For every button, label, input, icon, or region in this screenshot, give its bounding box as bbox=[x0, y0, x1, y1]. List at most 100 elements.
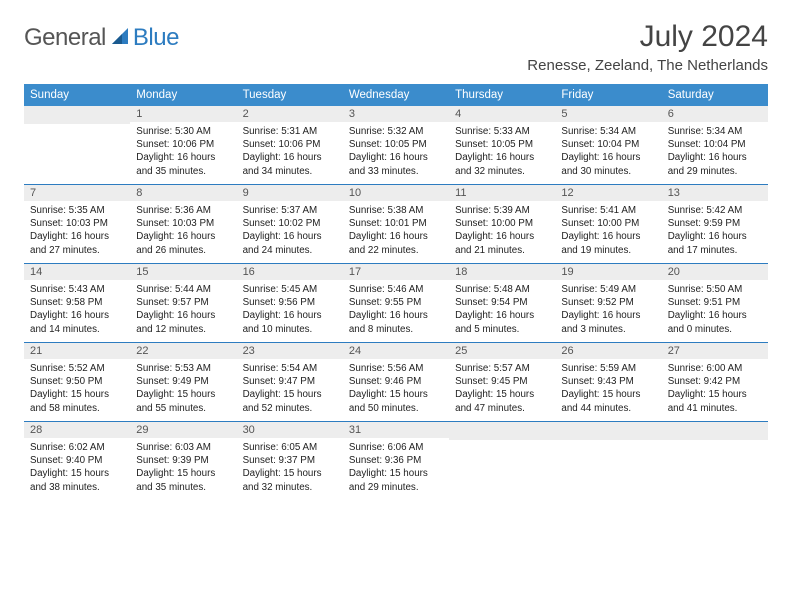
calendar-cell: 5Sunrise: 5:34 AMSunset: 10:04 PMDayligh… bbox=[555, 106, 661, 184]
calendar-cell bbox=[24, 106, 130, 184]
sunrise-text: Sunrise: 5:46 AM bbox=[349, 283, 443, 296]
sunset-text: Sunset: 9:57 PM bbox=[136, 296, 230, 309]
sunset-text: Sunset: 9:36 PM bbox=[349, 454, 443, 467]
sunrise-text: Sunrise: 5:37 AM bbox=[243, 204, 337, 217]
calendar-week: 28Sunrise: 6:02 AMSunset: 9:40 PMDayligh… bbox=[24, 422, 768, 500]
sunset-text: Sunset: 9:46 PM bbox=[349, 375, 443, 388]
day-number: 21 bbox=[24, 343, 130, 359]
day-details: Sunrise: 5:46 AMSunset: 9:55 PMDaylight:… bbox=[343, 280, 449, 341]
day-number: 28 bbox=[24, 422, 130, 438]
calendar-cell: 30Sunrise: 6:05 AMSunset: 9:37 PMDayligh… bbox=[237, 422, 343, 500]
logo-sail-icon bbox=[110, 26, 130, 51]
calendar-week: 1Sunrise: 5:30 AMSunset: 10:06 PMDayligh… bbox=[24, 106, 768, 185]
day-details: Sunrise: 5:31 AMSunset: 10:06 PMDaylight… bbox=[237, 122, 343, 183]
day-header-tue: Tuesday bbox=[237, 84, 343, 106]
sunrise-text: Sunrise: 5:42 AM bbox=[668, 204, 762, 217]
daylight-text: Daylight: 16 hours and 8 minutes. bbox=[349, 309, 443, 335]
sunset-text: Sunset: 10:03 PM bbox=[136, 217, 230, 230]
day-details: Sunrise: 5:45 AMSunset: 9:56 PMDaylight:… bbox=[237, 280, 343, 341]
calendar-cell: 18Sunrise: 5:48 AMSunset: 9:54 PMDayligh… bbox=[449, 264, 555, 342]
title-block: July 2024 Renesse, Zeeland, The Netherla… bbox=[527, 20, 768, 74]
daylight-text: Daylight: 15 hours and 58 minutes. bbox=[30, 388, 124, 414]
sunrise-text: Sunrise: 6:05 AM bbox=[243, 441, 337, 454]
calendar-cell: 15Sunrise: 5:44 AMSunset: 9:57 PMDayligh… bbox=[130, 264, 236, 342]
day-number: 11 bbox=[449, 185, 555, 201]
day-number: 24 bbox=[343, 343, 449, 359]
day-details: Sunrise: 5:33 AMSunset: 10:05 PMDaylight… bbox=[449, 122, 555, 183]
daylight-text: Daylight: 16 hours and 3 minutes. bbox=[561, 309, 655, 335]
calendar-cell: 25Sunrise: 5:57 AMSunset: 9:45 PMDayligh… bbox=[449, 343, 555, 421]
day-details: Sunrise: 6:06 AMSunset: 9:36 PMDaylight:… bbox=[343, 438, 449, 499]
calendar-cell: 7Sunrise: 5:35 AMSunset: 10:03 PMDayligh… bbox=[24, 185, 130, 263]
day-number: 22 bbox=[130, 343, 236, 359]
day-details: Sunrise: 5:57 AMSunset: 9:45 PMDaylight:… bbox=[449, 359, 555, 420]
sunset-text: Sunset: 10:00 PM bbox=[561, 217, 655, 230]
sunset-text: Sunset: 9:47 PM bbox=[243, 375, 337, 388]
calendar-cell bbox=[449, 422, 555, 500]
sunset-text: Sunset: 9:58 PM bbox=[30, 296, 124, 309]
daylight-text: Daylight: 16 hours and 26 minutes. bbox=[136, 230, 230, 256]
calendar-cell: 23Sunrise: 5:54 AMSunset: 9:47 PMDayligh… bbox=[237, 343, 343, 421]
calendar-cell bbox=[555, 422, 661, 500]
sunrise-text: Sunrise: 5:33 AM bbox=[455, 125, 549, 138]
daylight-text: Daylight: 16 hours and 17 minutes. bbox=[668, 230, 762, 256]
day-details: Sunrise: 6:02 AMSunset: 9:40 PMDaylight:… bbox=[24, 438, 130, 499]
day-number: 2 bbox=[237, 106, 343, 122]
sunrise-text: Sunrise: 5:57 AM bbox=[455, 362, 549, 375]
sunset-text: Sunset: 10:02 PM bbox=[243, 217, 337, 230]
sunset-text: Sunset: 9:55 PM bbox=[349, 296, 443, 309]
day-details: Sunrise: 5:49 AMSunset: 9:52 PMDaylight:… bbox=[555, 280, 661, 341]
day-header-sat: Saturday bbox=[662, 84, 768, 106]
sunset-text: Sunset: 9:43 PM bbox=[561, 375, 655, 388]
day-details: Sunrise: 5:44 AMSunset: 9:57 PMDaylight:… bbox=[130, 280, 236, 341]
logo-text-general: General bbox=[24, 24, 106, 52]
day-number: 29 bbox=[130, 422, 236, 438]
sunset-text: Sunset: 9:56 PM bbox=[243, 296, 337, 309]
sunrise-text: Sunrise: 5:39 AM bbox=[455, 204, 549, 217]
calendar-cell: 8Sunrise: 5:36 AMSunset: 10:03 PMDayligh… bbox=[130, 185, 236, 263]
logo-text-blue: Blue bbox=[133, 24, 179, 52]
calendar-cell: 17Sunrise: 5:46 AMSunset: 9:55 PMDayligh… bbox=[343, 264, 449, 342]
calendar-week: 7Sunrise: 5:35 AMSunset: 10:03 PMDayligh… bbox=[24, 185, 768, 264]
sunset-text: Sunset: 10:06 PM bbox=[243, 138, 337, 151]
day-number bbox=[662, 422, 768, 440]
sunset-text: Sunset: 10:05 PM bbox=[455, 138, 549, 151]
sunset-text: Sunset: 9:40 PM bbox=[30, 454, 124, 467]
calendar-cell: 10Sunrise: 5:38 AMSunset: 10:01 PMDaylig… bbox=[343, 185, 449, 263]
sunrise-text: Sunrise: 5:35 AM bbox=[30, 204, 124, 217]
daylight-text: Daylight: 15 hours and 35 minutes. bbox=[136, 467, 230, 493]
calendar-cell: 26Sunrise: 5:59 AMSunset: 9:43 PMDayligh… bbox=[555, 343, 661, 421]
header: General Blue July 2024 Renesse, Zeeland,… bbox=[24, 20, 768, 74]
sunrise-text: Sunrise: 5:38 AM bbox=[349, 204, 443, 217]
calendar-cell bbox=[662, 422, 768, 500]
daylight-text: Daylight: 15 hours and 32 minutes. bbox=[243, 467, 337, 493]
day-details: Sunrise: 5:53 AMSunset: 9:49 PMDaylight:… bbox=[130, 359, 236, 420]
day-number: 26 bbox=[555, 343, 661, 359]
sunset-text: Sunset: 10:01 PM bbox=[349, 217, 443, 230]
calendar-cell: 29Sunrise: 6:03 AMSunset: 9:39 PMDayligh… bbox=[130, 422, 236, 500]
day-number: 3 bbox=[343, 106, 449, 122]
calendar-cell: 13Sunrise: 5:42 AMSunset: 9:59 PMDayligh… bbox=[662, 185, 768, 263]
calendar-cell: 27Sunrise: 6:00 AMSunset: 9:42 PMDayligh… bbox=[662, 343, 768, 421]
sunrise-text: Sunrise: 6:03 AM bbox=[136, 441, 230, 454]
day-details: Sunrise: 5:54 AMSunset: 9:47 PMDaylight:… bbox=[237, 359, 343, 420]
day-number: 14 bbox=[24, 264, 130, 280]
daylight-text: Daylight: 16 hours and 35 minutes. bbox=[136, 151, 230, 177]
sunrise-text: Sunrise: 5:45 AM bbox=[243, 283, 337, 296]
daylight-text: Daylight: 16 hours and 12 minutes. bbox=[136, 309, 230, 335]
day-header-row: Sunday Monday Tuesday Wednesday Thursday… bbox=[24, 84, 768, 106]
daylight-text: Daylight: 16 hours and 10 minutes. bbox=[243, 309, 337, 335]
calendar-week: 14Sunrise: 5:43 AMSunset: 9:58 PMDayligh… bbox=[24, 264, 768, 343]
daylight-text: Daylight: 16 hours and 14 minutes. bbox=[30, 309, 124, 335]
day-number: 8 bbox=[130, 185, 236, 201]
day-details: Sunrise: 5:48 AMSunset: 9:54 PMDaylight:… bbox=[449, 280, 555, 341]
sunrise-text: Sunrise: 5:43 AM bbox=[30, 283, 124, 296]
day-number: 27 bbox=[662, 343, 768, 359]
day-details: Sunrise: 5:41 AMSunset: 10:00 PMDaylight… bbox=[555, 201, 661, 262]
day-number: 13 bbox=[662, 185, 768, 201]
calendar-cell: 28Sunrise: 6:02 AMSunset: 9:40 PMDayligh… bbox=[24, 422, 130, 500]
daylight-text: Daylight: 15 hours and 47 minutes. bbox=[455, 388, 549, 414]
daylight-text: Daylight: 16 hours and 30 minutes. bbox=[561, 151, 655, 177]
calendar-cell: 2Sunrise: 5:31 AMSunset: 10:06 PMDayligh… bbox=[237, 106, 343, 184]
day-details: Sunrise: 5:36 AMSunset: 10:03 PMDaylight… bbox=[130, 201, 236, 262]
